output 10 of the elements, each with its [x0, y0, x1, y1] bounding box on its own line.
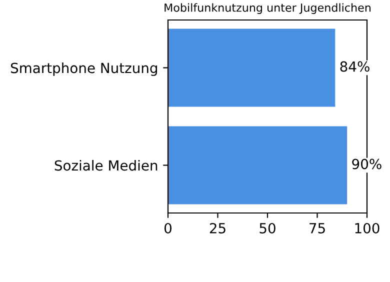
x-tick-label: 75: [310, 223, 325, 234]
y-tick-label: Soziale Medien: [54, 160, 158, 171]
x-tick-label: 100: [355, 222, 380, 234]
x-tick-label: 0: [164, 222, 172, 234]
data-label: 84%: [340, 61, 370, 72]
x-tick-label: 25: [210, 222, 226, 234]
y-tick-label: Smartphone Nutzung: [10, 62, 158, 76]
chart-title: Mobilfunknutzung unter Jugendlichen: [164, 3, 370, 14]
data-label: 90%: [352, 158, 382, 170]
x-tick-label: 50: [260, 222, 276, 234]
